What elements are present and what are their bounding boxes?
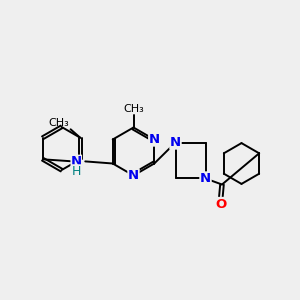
Text: N: N — [71, 155, 82, 168]
Text: N: N — [200, 172, 211, 185]
Text: N: N — [170, 136, 181, 149]
Text: H: H — [72, 164, 81, 178]
Text: N: N — [149, 133, 160, 146]
Text: O: O — [215, 197, 226, 211]
Text: CH₃: CH₃ — [48, 118, 69, 128]
Text: CH₃: CH₃ — [123, 104, 144, 114]
Text: N: N — [128, 169, 139, 182]
